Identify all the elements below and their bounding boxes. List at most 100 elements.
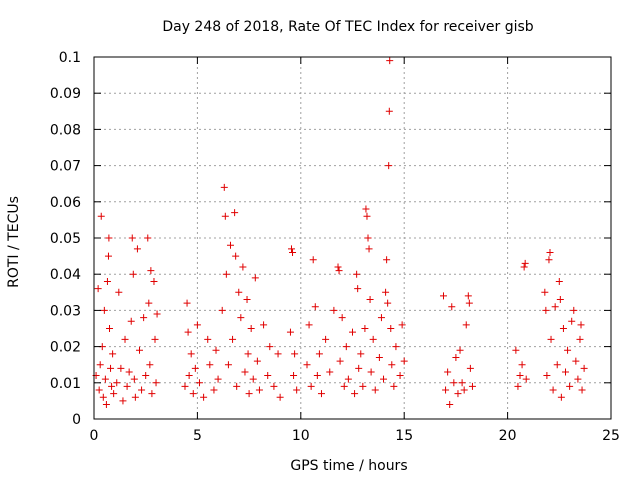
data-point — [390, 382, 398, 390]
chart-title: Day 248 of 2018, Rate Of TEC Index for r… — [162, 19, 533, 35]
y-tick-label: 0.1 — [59, 50, 81, 66]
data-point — [135, 346, 143, 354]
data-point — [121, 335, 129, 343]
y-tick-label: 0.08 — [50, 122, 81, 138]
data-point — [289, 248, 297, 256]
data-point — [110, 390, 118, 398]
data-point — [557, 393, 565, 401]
data-point — [117, 364, 125, 372]
x-tick-label: 10 — [292, 428, 310, 444]
data-point — [566, 382, 574, 390]
data-point — [541, 288, 549, 296]
data-point — [546, 248, 554, 256]
data-point — [251, 274, 259, 282]
data-point — [237, 314, 245, 322]
data-point — [574, 375, 582, 383]
data-point — [553, 361, 561, 369]
y-axis-label: ROTI / TECUs — [6, 196, 22, 288]
data-point — [286, 328, 294, 336]
x-axis-label: GPS time / hours — [290, 458, 407, 474]
data-point — [130, 375, 138, 383]
data-point — [287, 245, 295, 253]
y-tick-label: 0.09 — [50, 86, 81, 102]
data-point — [193, 321, 201, 329]
plot-frame — [93, 56, 612, 420]
data-point — [101, 375, 109, 383]
data-point — [125, 368, 133, 376]
data-point — [385, 162, 393, 170]
data-point — [568, 317, 576, 325]
data-point — [452, 353, 460, 361]
data-point — [363, 212, 371, 220]
data-point — [364, 234, 372, 242]
data-point — [551, 303, 559, 311]
data-point — [245, 390, 253, 398]
x-tick-label: 15 — [395, 428, 413, 444]
data-point — [396, 372, 404, 380]
data-point — [147, 267, 155, 275]
data-point — [448, 303, 456, 311]
data-point — [359, 382, 367, 390]
data-point — [233, 382, 241, 390]
data-point — [342, 343, 350, 351]
data-point — [119, 397, 127, 405]
data-point — [183, 299, 191, 307]
data-point — [349, 328, 356, 336]
data-point — [97, 212, 105, 220]
data-point — [99, 393, 107, 401]
y-tick-label: 0.05 — [50, 231, 81, 247]
data-point — [293, 386, 301, 394]
data-point — [266, 343, 274, 351]
data-point — [516, 372, 524, 380]
data-point — [108, 382, 116, 390]
data-point — [210, 386, 218, 394]
data-point — [570, 306, 578, 314]
data-point — [181, 382, 189, 390]
data-point — [335, 267, 343, 275]
data-point — [142, 372, 150, 380]
y-tick-label: 0.02 — [50, 340, 81, 356]
data-point — [462, 321, 470, 329]
data-point — [204, 335, 212, 343]
data-point — [446, 401, 454, 409]
data-point — [382, 288, 390, 296]
data-point — [344, 375, 352, 383]
data-point — [105, 234, 113, 242]
data-point — [104, 252, 112, 260]
data-point — [264, 372, 272, 380]
data-point — [512, 346, 520, 354]
data-point — [153, 310, 161, 318]
data-point — [249, 375, 257, 383]
data-point — [362, 205, 370, 213]
data-point — [152, 379, 160, 387]
data-point — [465, 299, 473, 307]
data-point — [244, 350, 252, 358]
y-tick-label: 0.03 — [50, 303, 81, 319]
data-point — [377, 314, 385, 322]
data-point — [224, 361, 232, 369]
data-point — [351, 390, 359, 398]
data-point — [138, 386, 146, 394]
data-point — [388, 361, 396, 369]
data-point — [106, 325, 114, 332]
y-tick-label: 0.07 — [50, 159, 81, 175]
data-point — [380, 375, 388, 383]
data-point — [468, 382, 476, 390]
data-point — [336, 357, 344, 365]
data-point — [366, 296, 374, 304]
data-point — [107, 364, 115, 372]
data-point — [520, 263, 528, 271]
data-point — [576, 335, 584, 343]
data-point — [96, 361, 104, 369]
data-point — [334, 263, 342, 271]
axis-ticks: 0 5 10 15 20 25 0 0.01 0.02 0.03 0.04 0.05 0.06 0.07 0… — [50, 50, 620, 444]
data-point — [454, 390, 462, 398]
data-point — [100, 306, 108, 314]
data-point — [330, 306, 338, 314]
data-point — [460, 386, 468, 394]
data-point — [559, 325, 567, 332]
data-point — [94, 285, 102, 293]
data-point — [313, 372, 321, 380]
data-point — [222, 270, 230, 278]
y-tick-label: 0 — [72, 412, 81, 428]
